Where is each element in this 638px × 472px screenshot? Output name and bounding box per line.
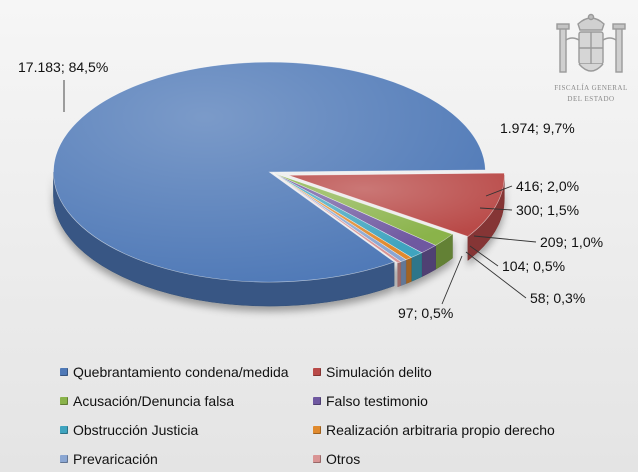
data-label-3: 300; 1,5% [516,202,579,218]
legend-swatch-5 [313,426,321,434]
legend-label-3: Falso testimonio [326,393,428,409]
pie-slice-gloss-3 [273,173,436,253]
legend-swatch-2 [60,397,68,405]
legend-swatch-6 [60,455,68,463]
legend-item-4: Obstrucción Justicia [60,420,313,440]
leader-line-7 [465,251,527,299]
data-label-1: 1.974; 9,7% [500,120,575,136]
coat-of-arms-seal [556,13,626,73]
pie-tops [53,61,505,283]
pie-slice-gloss-7 [273,173,401,263]
pie-slice-gloss-0 [53,62,486,283]
legend-item-1: Simulación delito [313,362,613,382]
legend-item-2: Acusación/Denuncia falsa [60,391,313,411]
seal-text-line1: FISCALÍA GENERAL [554,84,628,92]
legend-label-7: Otros [326,451,361,467]
data-label-2: 416; 2,0% [516,178,579,194]
leader-line-5 [469,245,499,267]
legend-label-4: Obstrucción Justicia [73,422,199,438]
legend-label-2: Acusación/Denuncia falsa [73,393,235,409]
pie-slice-gloss-5 [273,173,412,260]
data-label-4: 209; 1,0% [540,234,603,250]
leader-line-6 [441,255,463,305]
pie-slice-gloss-2 [273,173,453,246]
legend: Quebrantamiento condena/medida Simulación… [60,362,620,469]
data-label-0: 17.183; 84,5% [18,59,108,75]
leader-lines [63,80,537,305]
data-label-7: 58; 0,3% [530,290,585,306]
legend-swatch-4 [60,426,68,434]
legend-label-0: Quebrantamiento condena/medida [73,364,289,380]
leader-line-4 [473,235,537,243]
pie-slice-gloss-1 [288,173,505,237]
legend-item-6: Prevaricación [60,449,313,469]
pie-side-7 [397,261,402,288]
pie-slice-gloss-6 [273,173,406,262]
seal-text-line2: DEL ESTADO [567,95,615,103]
legend-item-7: Otros [313,449,613,469]
legend-item-0: Quebrantamiento condena/medida [60,362,313,382]
leader-line-2 [485,185,513,197]
legend-label-6: Prevaricación [73,451,158,467]
data-label-6: 97; 0,5% [398,305,453,321]
pie-side-6 [400,259,407,287]
legend-swatch-7 [313,455,321,463]
legend-swatch-1 [313,368,321,376]
pie-slice-gloss-4 [273,173,422,258]
legend-swatch-3 [313,397,321,405]
data-label-5: 104; 0,5% [502,258,565,274]
legend-swatch-0 [60,368,68,376]
pie-side-5 [405,257,412,285]
legend-label-1: Simulación delito [326,364,432,380]
leader-line-3 [479,207,513,211]
data-labels: 17.183; 84,5% 1.974; 9,7% 416; 2,0% 300; 1,… [18,59,603,321]
legend-item-5: Realización arbitraria propio derecho [313,420,613,440]
legend-label-5: Realización arbitraria propio derecho [326,422,555,438]
legend-item-3: Falso testimonio [313,391,613,411]
